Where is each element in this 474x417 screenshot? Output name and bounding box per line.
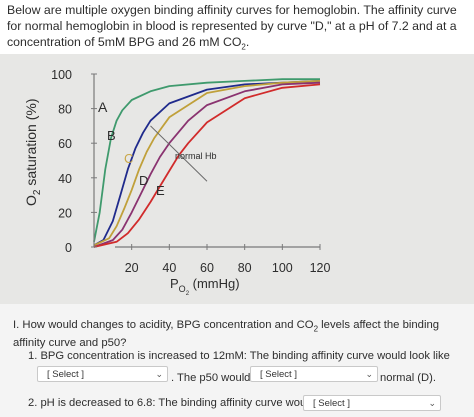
curve-select-2[interactable]: [ Select ] ⌄ [303,395,441,411]
p50-text: . The p50 would be [171,372,266,384]
chevron-down-icon: ⌄ [428,398,436,408]
x-tick-group: 20 40 60 80 100 120 [125,244,331,275]
y-tick-label: 80 [58,103,72,117]
x-tick-label: 40 [162,261,176,275]
question-co2-sub: 2 [313,324,319,334]
subquestion-1: 1. BPG concentration is increased to 12m… [28,350,450,362]
y-tick-group: 100 80 60 40 20 0 [51,68,97,255]
x-label-p: P [170,276,179,291]
curve-label-a: A [98,99,108,115]
co2-subscript: 2 [241,42,246,52]
curve-label-d: D [139,173,148,188]
x-axis-label: PO2 (mmHg) [170,276,240,297]
curve-label-e: E [156,183,165,198]
x-label-sub: O [179,284,186,294]
curve-select-1[interactable]: [ Select ] ⌄ [37,366,168,382]
chevron-down-icon: ⌄ [155,369,163,379]
x-label-rest: (mmHg) [189,276,240,291]
curve-d [93,81,321,248]
p50-select[interactable]: [ Select ] ⌄ [250,366,378,382]
oxygen-binding-chart: 100 80 60 40 20 0 20 40 60 80 100 120 O2 saturatio… [0,54,474,304]
curve-group [93,78,321,248]
question-text: I. How would changes to acidity, BPG con… [13,318,458,351]
curve-b [93,80,321,247]
normal-d-suffix: normal (D). [380,372,436,384]
select-2-value: [ Select ] [260,369,297,380]
question-part-b: levels affect the binding affinity curve… [13,319,440,350]
y-tick-label: 40 [58,172,72,186]
curve-a [93,78,320,242]
select-1-value: [ Select ] [47,369,84,380]
x-label-subsub: 2 [186,291,190,297]
x-tick-label: 20 [125,261,139,275]
y-label-sub: 2 [32,189,43,195]
curve-label-b: B [107,128,116,143]
x-tick-label: 60 [200,261,214,275]
chevron-down-icon: ⌄ [365,369,373,379]
intro-text: Below are multiple oxygen binding affini… [7,3,457,49]
curve-label-c: C [124,151,133,166]
select-3-value: [ Select ] [313,398,350,409]
intro-paragraph: Below are multiple oxygen binding affini… [7,2,469,55]
y-tick-label: 100 [51,68,72,82]
y-axis-label: O2 saturation (%) [23,99,43,207]
y-tick-label: 60 [58,137,72,151]
curve-c [93,80,321,247]
x-tick-label: 100 [272,261,293,275]
normal-hb-pointer-line [150,125,208,182]
y-label-rest: saturation (%) [23,99,39,190]
y-label-o: O [23,195,39,206]
x-tick-label: 120 [310,261,331,275]
y-tick-label: 20 [58,206,72,220]
question-part-a: I. How would changes to acidity, BPG con… [13,319,314,331]
x-tick-label: 80 [238,261,252,275]
normal-hb-annotation: normal Hb [175,151,217,161]
subquestion-2: 2. pH is decreased to 6.8: The binding a… [28,397,359,409]
curve-e [93,83,321,248]
intro-period: . [245,35,250,49]
y-tick-label: 0 [65,241,72,255]
